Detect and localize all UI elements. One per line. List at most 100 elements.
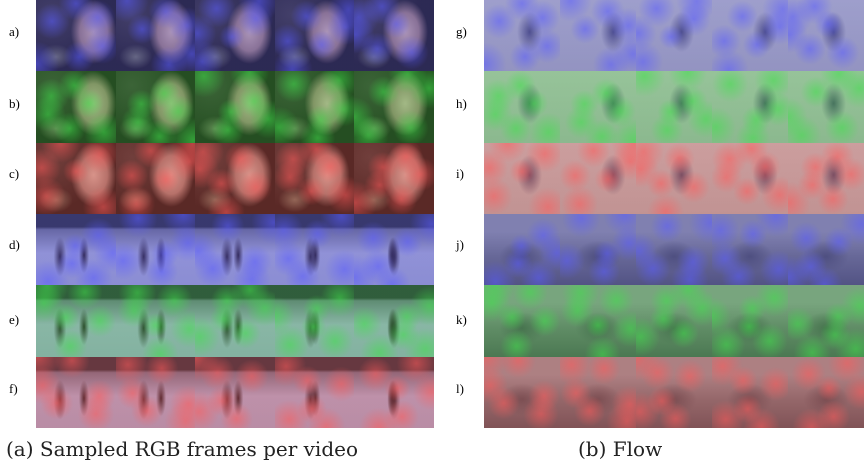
rgb-frame-r5-c4	[274, 285, 355, 357]
blue-overlay	[484, 214, 560, 286]
green-overlay	[712, 71, 788, 143]
rgb-frame-r1-c5	[354, 0, 434, 72]
red-overlay	[484, 356, 560, 428]
blue-overlay	[712, 214, 788, 286]
rgb-frame-r3-c3	[195, 142, 275, 214]
green-overlay	[354, 71, 434, 143]
green-overlay	[636, 285, 712, 357]
flow-frame-r3-c1	[484, 142, 560, 214]
flow-frame-r2-c5	[788, 71, 864, 143]
rgb-frame-r1-c3	[195, 0, 275, 72]
flow-frame-r4-c2	[560, 214, 636, 286]
red-overlay	[354, 142, 434, 214]
flow-frame-r5-c3	[636, 285, 712, 357]
flow-frame-r5-c1	[484, 285, 560, 357]
flow-frame-r3-c3	[636, 142, 712, 214]
rgb-frame-r4-c3	[195, 214, 275, 286]
rgb-frame-r2-c3	[195, 71, 275, 143]
row-label-d: d)	[9, 237, 20, 252]
red-overlay	[788, 142, 864, 214]
flow-frame-r6-c2	[560, 356, 636, 428]
blue-overlay	[712, 0, 788, 72]
blue-overlay	[560, 0, 636, 72]
red-overlay	[195, 356, 275, 428]
green-overlay	[636, 71, 712, 143]
row-label-g: g)	[456, 24, 467, 39]
rgb-frame-r2-c2	[115, 71, 196, 143]
blue-overlay	[115, 214, 196, 286]
rgb-frame-r3-c4	[274, 142, 355, 214]
rgb-frames-grid	[36, 0, 434, 428]
row-label-l: l)	[456, 381, 464, 396]
caption-flow: (b) Flow	[578, 437, 663, 461]
rgb-frame-r6-c1	[36, 356, 116, 428]
rgb-frame-r3-c2	[115, 142, 196, 214]
flow-frame-r1-c2	[560, 0, 636, 72]
rgb-frame-r1-c2	[115, 0, 196, 72]
flow-frame-r6-c4	[712, 356, 788, 428]
red-overlay	[36, 356, 116, 428]
red-overlay	[195, 142, 275, 214]
blue-overlay	[274, 0, 355, 72]
flow-frame-r6-c5	[788, 356, 864, 428]
blue-overlay	[484, 0, 560, 72]
row-label-h: h)	[456, 96, 467, 111]
green-overlay	[484, 71, 560, 143]
blue-overlay	[560, 214, 636, 286]
flow-frame-r3-c5	[788, 142, 864, 214]
row-label-b: b)	[9, 96, 20, 111]
red-overlay	[484, 142, 560, 214]
rgb-frame-r5-c1	[36, 285, 116, 357]
rgb-frame-r3-c1	[36, 142, 116, 214]
green-overlay	[195, 71, 275, 143]
red-overlay	[712, 142, 788, 214]
rgb-frame-r2-c5	[354, 71, 434, 143]
rgb-frame-r6-c2	[115, 356, 196, 428]
flow-frame-r5-c2	[560, 285, 636, 357]
red-overlay	[36, 142, 116, 214]
rgb-frame-r5-c2	[115, 285, 196, 357]
blue-overlay	[354, 214, 434, 286]
rgb-frame-r2-c1	[36, 71, 116, 143]
green-overlay	[195, 285, 275, 357]
green-overlay	[274, 285, 355, 357]
rgb-frame-r1-c1	[36, 0, 116, 72]
blue-overlay	[354, 0, 434, 72]
flow-frame-r2-c1	[484, 71, 560, 143]
flow-frame-r4-c5	[788, 214, 864, 286]
blue-overlay	[195, 0, 275, 72]
flow-frame-r3-c2	[560, 142, 636, 214]
rgb-frame-r4-c4	[274, 214, 355, 286]
rgb-frame-r6-c3	[195, 356, 275, 428]
green-overlay	[484, 285, 560, 357]
blue-overlay	[636, 214, 712, 286]
blue-overlay	[115, 0, 196, 72]
rgb-frame-r3-c5	[354, 142, 434, 214]
flow-frame-r2-c4	[712, 71, 788, 143]
green-overlay	[36, 285, 116, 357]
row-label-f: f)	[9, 381, 18, 396]
flow-frame-r3-c4	[712, 142, 788, 214]
rgb-frame-r5-c5	[354, 285, 434, 357]
flow-frame-r1-c3	[636, 0, 712, 72]
row-label-j: j)	[456, 237, 464, 252]
flow-frame-r6-c1	[484, 356, 560, 428]
red-overlay	[115, 356, 196, 428]
flow-frame-r4-c4	[712, 214, 788, 286]
flow-frame-r1-c5	[788, 0, 864, 72]
red-overlay	[274, 142, 355, 214]
blue-overlay	[36, 214, 116, 286]
blue-overlay	[36, 0, 116, 72]
green-overlay	[788, 71, 864, 143]
green-overlay	[788, 285, 864, 357]
rgb-frame-r4-c1	[36, 214, 116, 286]
blue-overlay	[788, 0, 864, 72]
blue-overlay	[195, 214, 275, 286]
red-overlay	[354, 356, 434, 428]
red-overlay	[115, 142, 196, 214]
green-overlay	[354, 285, 434, 357]
blue-overlay	[636, 0, 712, 72]
blue-overlay	[788, 214, 864, 286]
flow-frame-r4-c1	[484, 214, 560, 286]
rgb-frame-r6-c5	[354, 356, 434, 428]
